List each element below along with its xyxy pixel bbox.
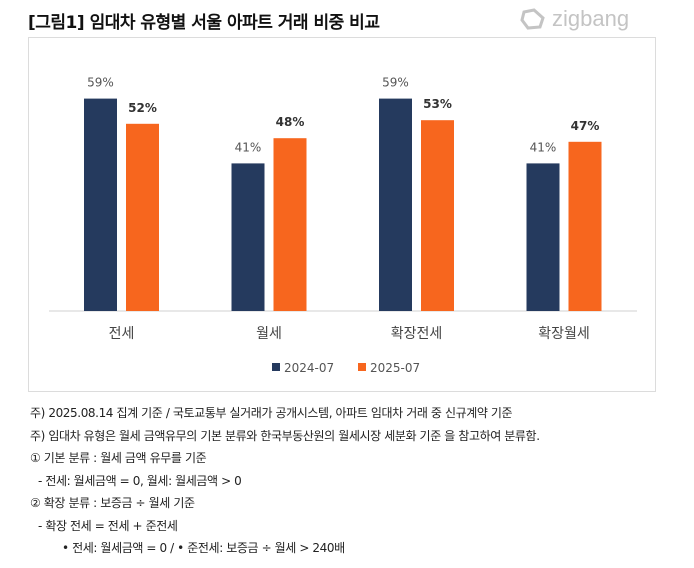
page-title: [그림1] 임대차 유형별 서울 아파트 거래 비중 비교 — [28, 13, 380, 33]
bar-2024-07 — [526, 163, 560, 311]
bar-2024-07 — [231, 163, 265, 311]
note-line: ② 확장 분류 : 보증금 ÷ 월세 기준 — [30, 496, 195, 510]
bar-chart: 59% 52% 전세 41% 48% 월세 59% 53% 확장전세 41% 47% 확장월세 2024… — [49, 76, 637, 375]
data-label: 48% — [276, 115, 305, 129]
note-line: - 전세: 월세금액 = 0, 월세: 월세금액 > 0 — [38, 473, 242, 488]
chart-area: 59% 52% 전세 41% 48% 월세 59% 53% 확장전세 41% 47% 확장월세 2024… — [28, 37, 656, 392]
legend-swatch — [272, 363, 280, 371]
zigbang-logo-icon — [520, 8, 545, 30]
note-line: 주) 2025.08.14 집계 기준 / 국토교통부 실거래가 공개시스템, … — [30, 406, 513, 420]
footnotes: 주) 2025.08.14 집계 기준 / 국토교통부 실거래가 공개시스템, … — [30, 402, 540, 560]
legend-label: 2025-07 — [370, 361, 420, 375]
data-label: 52% — [128, 101, 157, 115]
bar-2024-07 — [84, 98, 117, 311]
x-tick-label: 확장월세 — [538, 326, 590, 342]
data-label: 59% — [87, 76, 114, 90]
bar-2025-07 — [568, 141, 602, 311]
bar-2024-07 — [379, 98, 412, 311]
legend-label: 2024-07 — [284, 361, 334, 375]
x-tick-label: 확장전세 — [391, 326, 443, 342]
note-line: ① 기본 분류 : 월세 금액 유무를 기준 — [30, 451, 207, 465]
legend-swatch — [358, 363, 366, 371]
note-line: 주) 임대차 유형은 월세 금액유무의 기본 분류와 한국부동산원의 월세시장 … — [30, 428, 540, 443]
note-line: - 확장 전세 = 전세 + 준전세 — [38, 518, 178, 533]
x-tick-label: 월세 — [256, 326, 282, 342]
bar-2025-07 — [126, 123, 159, 311]
data-label: 59% — [382, 76, 409, 90]
note-line: • 전세: 월세금액 = 0 / • 준전세: 보증금 ÷ 월세 > 240배 — [62, 541, 345, 555]
bar-2025-07 — [421, 120, 454, 311]
zigbang-logo: zigbang — [520, 6, 629, 32]
data-label: 41% — [235, 140, 262, 154]
data-label: 53% — [423, 97, 452, 111]
data-label: 47% — [571, 119, 600, 133]
bar-2025-07 — [273, 138, 307, 311]
data-label: 41% — [530, 140, 557, 154]
logo-text: zigbang — [552, 6, 630, 31]
x-tick-label: 전세 — [109, 326, 135, 342]
